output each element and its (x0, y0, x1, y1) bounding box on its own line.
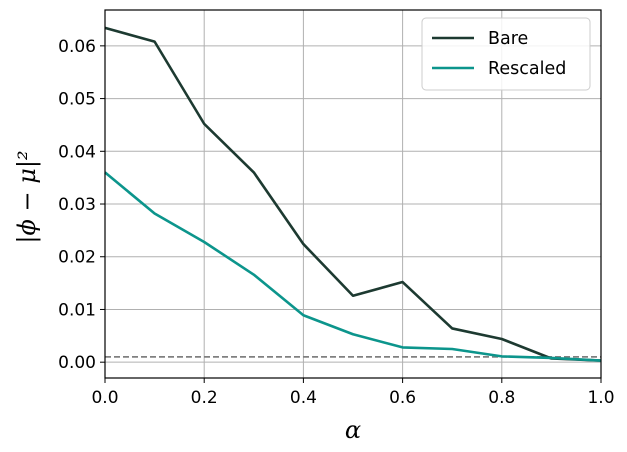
legend-label-rescaled: Rescaled (488, 59, 566, 79)
x-tick-label: 0.2 (191, 388, 218, 408)
series-line-rescaled (104, 171, 602, 362)
series-group (104, 26, 602, 362)
legend: Bare Rescaled (421, 17, 591, 91)
plot-frame (104, 9, 602, 379)
y-tick-label: 0.00 (58, 353, 96, 373)
y-tick-label: 0.04 (58, 142, 96, 162)
legend-box (421, 17, 591, 91)
x-tick-label: 1.0 (587, 388, 614, 408)
legend-label-bare: Bare (488, 29, 528, 49)
x-tick-label: 0.8 (488, 388, 515, 408)
y-tick-label: 0.06 (58, 37, 96, 57)
y-axis-label: |ϕ − μ|² (13, 150, 42, 243)
x-axis: 0.0 0.2 0.4 0.6 0.8 1.0 (91, 378, 615, 408)
y-axis: 0.00 0.01 0.02 0.03 0.04 0.05 0.06 (58, 37, 105, 373)
x-axis-label: α (345, 416, 361, 444)
y-tick-label: 0.01 (58, 300, 96, 320)
y-tick-label: 0.02 (58, 248, 96, 268)
y-tick-label: 0.05 (58, 90, 96, 110)
x-tick-label: 0.6 (389, 388, 416, 408)
x-tick-label: 0.0 (91, 388, 118, 408)
series-line-bare (104, 26, 602, 362)
x-tick-label: 0.4 (290, 388, 317, 408)
y-tick-label: 0.03 (58, 195, 96, 215)
